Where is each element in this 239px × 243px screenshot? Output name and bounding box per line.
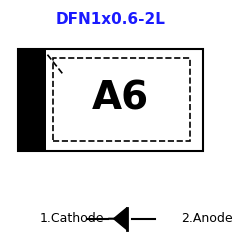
Bar (18, 49, 46, 151)
Text: 1.Cathode: 1.Cathode (40, 212, 104, 225)
Text: DFN1x0.6-2L: DFN1x0.6-2L (55, 12, 165, 27)
Bar (18, 49, 203, 151)
Polygon shape (114, 208, 127, 230)
Text: 2.Anode: 2.Anode (181, 212, 233, 225)
Text: A6: A6 (92, 79, 149, 117)
Bar (53, 58, 190, 141)
